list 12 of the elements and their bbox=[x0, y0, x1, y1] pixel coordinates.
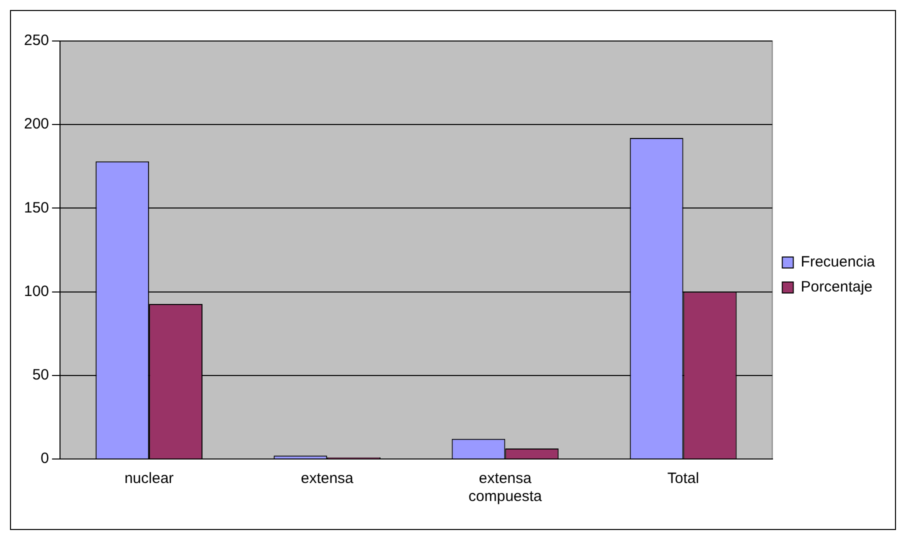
y-tick-label: 100 bbox=[24, 282, 50, 300]
y-tick-label: 150 bbox=[24, 199, 50, 216]
y-tick-label: 250 bbox=[24, 32, 50, 50]
y-tick-label: 0 bbox=[40, 450, 50, 468]
x-tick-label: extensa bbox=[300, 470, 354, 488]
x-tick-label: extensa compuesta bbox=[468, 470, 543, 506]
y-tick-label: 200 bbox=[24, 116, 50, 133]
legend-label: Frecuencia bbox=[800, 254, 876, 271]
y-tick-label: 50 bbox=[32, 366, 50, 384]
x-tick-label: Total bbox=[667, 470, 700, 488]
x-tick-label: nuclear bbox=[124, 470, 174, 488]
legend-label: Porcentaje bbox=[800, 278, 873, 296]
